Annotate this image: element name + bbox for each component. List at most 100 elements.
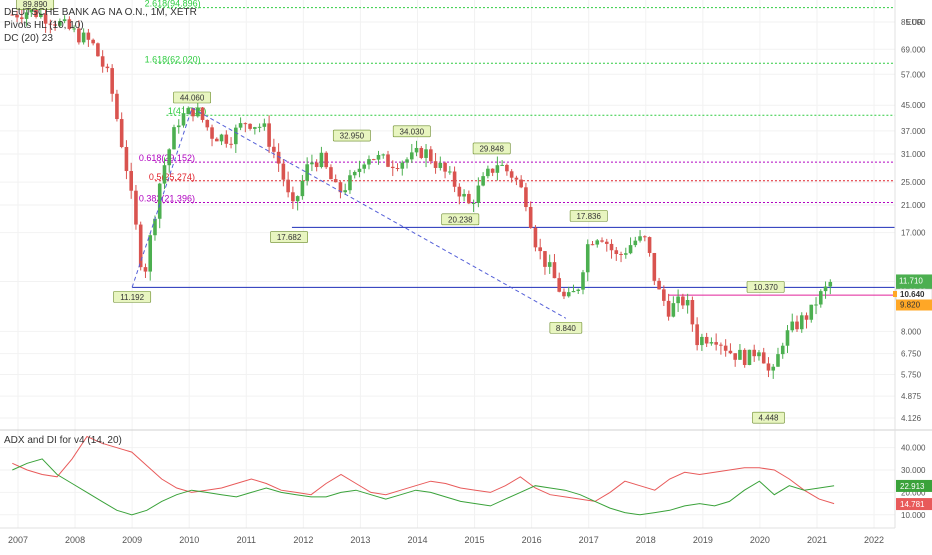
pivot-label-box xyxy=(392,125,431,138)
pivot-label-8.840: 8.840 xyxy=(556,324,577,333)
candle-down xyxy=(20,17,24,19)
candle-down xyxy=(467,193,471,204)
candle-up xyxy=(471,202,476,204)
candle-down xyxy=(614,250,619,254)
candle-down xyxy=(248,123,252,129)
candle-down xyxy=(514,177,519,180)
symbol-title: DEUTSCHE BANK AG NA O.N., 1M, XETR xyxy=(4,7,197,18)
indicator-pivots-label[interactable]: Pivots HL (10, 10) xyxy=(4,20,84,31)
candle-up xyxy=(181,114,186,126)
pivot-label-44.060: 44.060 xyxy=(180,94,205,103)
pivot-price-value: 10.640 xyxy=(900,290,925,299)
candle-up xyxy=(219,134,224,142)
candle-up xyxy=(58,21,62,26)
candle-down xyxy=(662,289,666,301)
candle-down xyxy=(690,300,695,325)
currency-label: EUR xyxy=(906,18,923,27)
candle-down xyxy=(538,247,542,252)
candle-up xyxy=(581,272,585,290)
pivot-label-29.848: 29.848 xyxy=(479,144,504,153)
candle-down xyxy=(457,186,462,197)
candle-up xyxy=(595,240,600,245)
candle-down xyxy=(134,190,138,225)
candle-up xyxy=(176,125,181,128)
candle-down xyxy=(490,168,495,173)
candle-down xyxy=(48,23,53,25)
candle-down xyxy=(338,182,343,193)
time-axis[interactable]: 2007 2008 2009 2010 2011 2012 2013 2014 2015 2016… xyxy=(8,535,884,545)
candle-down xyxy=(115,93,119,120)
candle-up xyxy=(481,176,485,186)
candle-down xyxy=(429,149,433,162)
candle-down xyxy=(243,123,248,125)
candle-up xyxy=(790,321,795,331)
candle-down xyxy=(600,240,604,242)
candle-up xyxy=(367,159,371,165)
price-axis[interactable]: 85.000 69.000 57.000 45.000 37.000 31.000 25.0… xyxy=(893,18,932,520)
price-tick: 69.000 xyxy=(901,45,926,54)
time-tick-2008: 2008 xyxy=(65,535,85,545)
time-tick-2016: 2016 xyxy=(522,535,542,545)
adx-title[interactable]: ADX and DI for v4 (14, 20) xyxy=(4,435,122,446)
candle-down xyxy=(761,352,766,364)
price-tick: 17.000 xyxy=(901,229,926,238)
candle-down xyxy=(719,344,723,346)
pivot-label-17.682: 17.682 xyxy=(277,233,302,242)
candle-down xyxy=(10,14,15,16)
candle-down xyxy=(723,345,728,351)
candles xyxy=(10,2,833,379)
candle-up xyxy=(671,303,676,317)
pivot-label-box xyxy=(441,213,480,226)
candle-down xyxy=(143,267,148,272)
candle-down xyxy=(67,19,72,29)
candle-down xyxy=(681,296,685,306)
candle-up xyxy=(757,352,761,357)
candle-up xyxy=(162,165,167,184)
candle-up xyxy=(709,342,714,344)
adx-red-value: 14.781 xyxy=(900,500,925,509)
candle-down xyxy=(390,166,395,169)
candle-up xyxy=(785,330,790,346)
candle-up xyxy=(352,171,357,176)
candle-up xyxy=(771,366,776,371)
pivot-label-box xyxy=(113,291,152,303)
candle-down xyxy=(291,192,295,202)
adx-axis-tick: 40.000 xyxy=(901,444,926,453)
indicator-dc-label[interactable]: DC (20) 23 xyxy=(4,33,53,44)
candle-down xyxy=(519,179,523,188)
candle-up xyxy=(405,159,409,163)
candle-up xyxy=(566,292,571,297)
candle-down xyxy=(557,278,562,292)
price-tick: 4.126 xyxy=(901,414,922,423)
time-tick-2019: 2019 xyxy=(693,535,713,545)
candle-down xyxy=(443,162,447,172)
candle-up xyxy=(633,240,638,246)
candle-down xyxy=(647,237,652,253)
price-tick: 6.750 xyxy=(901,350,922,359)
time-tick-2022: 2022 xyxy=(864,535,884,545)
candle-down xyxy=(15,14,19,18)
candle-up xyxy=(167,149,172,166)
candle-up xyxy=(685,300,690,306)
candle-up xyxy=(295,196,300,202)
candle-down xyxy=(205,119,210,128)
time-tick-2017: 2017 xyxy=(579,535,599,545)
pivot-label-11.192: 11.192 xyxy=(120,293,144,302)
candle-down xyxy=(43,13,48,24)
pivot-label-89.890: 89.890 xyxy=(23,0,48,9)
time-tick-2007: 2007 xyxy=(8,535,28,545)
candle-up xyxy=(186,107,191,115)
candle-down xyxy=(704,336,709,344)
time-tick-2012: 2012 xyxy=(293,535,313,545)
candle-down xyxy=(509,171,514,178)
candle-up xyxy=(148,235,153,272)
price-tick: 5.750 xyxy=(901,371,922,380)
pivot-label-box xyxy=(16,0,55,10)
candle-up xyxy=(700,336,704,346)
time-tick-2015: 2015 xyxy=(465,535,485,545)
adx-pane xyxy=(0,435,895,516)
candle-down xyxy=(214,138,219,142)
price-tick: 57.000 xyxy=(901,70,926,79)
candle-down xyxy=(619,253,623,255)
